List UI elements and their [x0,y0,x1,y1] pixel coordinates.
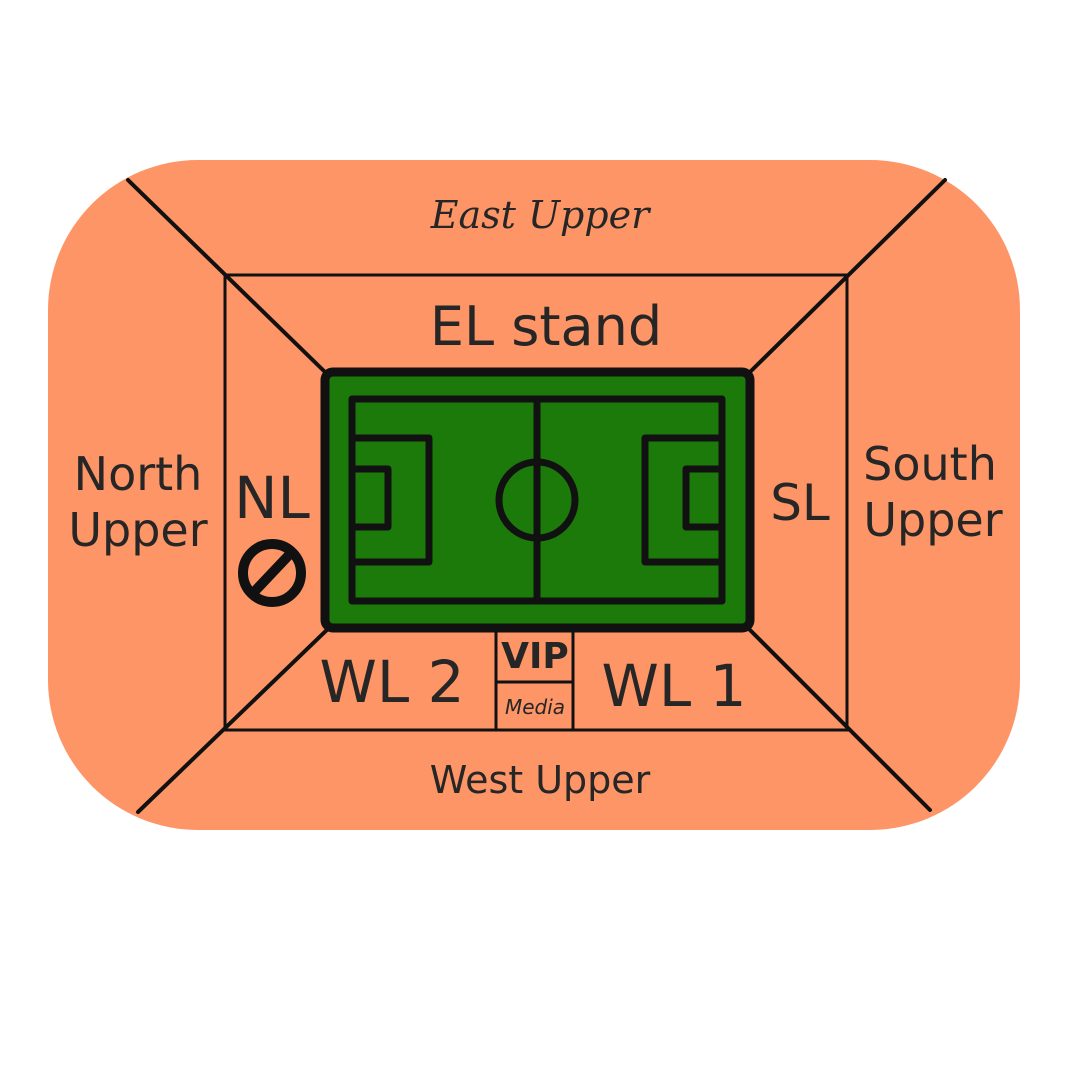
label-wl1: WL 1 [602,652,747,720]
label-el-stand: EL stand [430,295,662,358]
label-south-upper-1: South [863,437,997,491]
goal-box-right [682,465,726,531]
centre-circle [495,458,579,542]
goal-box-left [348,465,392,531]
divider-sw [136,623,334,814]
label-sl: SL [770,474,830,532]
label-north-upper-2: Upper [68,503,207,557]
label-north-upper-1: North [74,447,203,501]
label-wl2: WL 2 [320,648,465,716]
label-vip: VIP [501,636,569,677]
label-media: Media [505,695,565,719]
label-west-upper: West Upper [430,758,651,802]
pitch [320,367,755,633]
divider-se [740,620,932,812]
no-entry-icon [238,539,306,607]
label-nl: NL [234,464,310,532]
vip-media-box [494,632,575,730]
label-east-upper: East Upper [430,193,652,237]
lower-tier-outline [223,273,849,732]
label-south-upper-2: Upper [863,493,1002,547]
